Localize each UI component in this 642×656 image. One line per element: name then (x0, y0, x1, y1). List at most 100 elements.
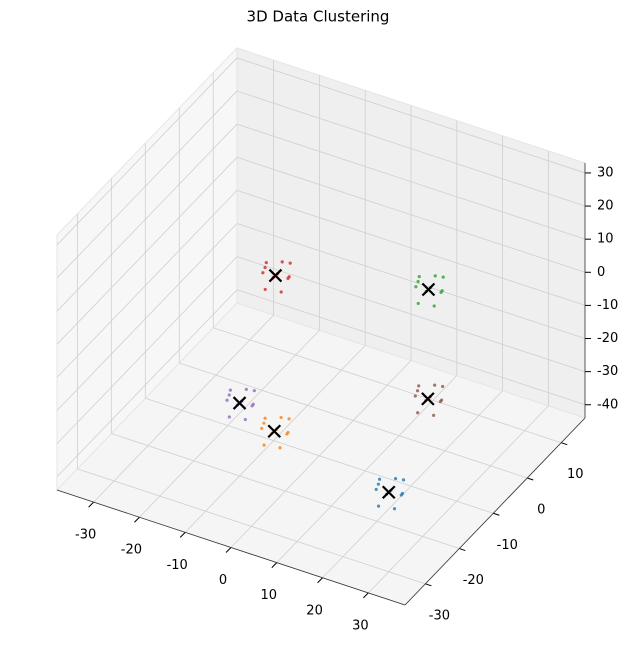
point (432, 304, 436, 308)
point (440, 289, 444, 293)
grid-line (236, 256, 586, 373)
point (243, 417, 247, 422)
point (227, 393, 231, 397)
grid-line (56, 157, 238, 345)
axis-line (404, 417, 586, 606)
axis-line (56, 489, 406, 606)
point (433, 274, 437, 278)
point (288, 261, 292, 265)
point (441, 384, 445, 389)
point (263, 416, 267, 420)
grid-line (276, 375, 458, 563)
point (260, 426, 264, 431)
point (417, 384, 421, 388)
point (416, 301, 420, 306)
grid-line (56, 190, 238, 378)
tick-mark (527, 477, 534, 481)
point (278, 446, 282, 450)
point (413, 394, 417, 398)
tick-mark (561, 442, 568, 446)
y-tick-label: -30 (429, 608, 450, 623)
tick-mark (425, 583, 432, 587)
chart-title: 3D Data Clustering (247, 8, 390, 26)
point (417, 274, 421, 279)
point (280, 260, 284, 264)
point (393, 476, 398, 481)
grid-line (56, 256, 238, 444)
y-tick-label: -10 (497, 538, 518, 553)
tick-mark (88, 501, 94, 508)
grid-line (56, 57, 238, 246)
x-tick-label: -30 (75, 528, 96, 543)
x-tick-label: -10 (167, 558, 188, 573)
x-tick-label: 0 (219, 573, 227, 588)
grid-line (111, 433, 460, 549)
tick-mark (459, 548, 466, 552)
y-tick-label: 10 (567, 467, 584, 482)
centroid-marker (381, 485, 396, 500)
grid-line (368, 405, 549, 594)
tick-mark (363, 592, 369, 599)
point (228, 388, 232, 392)
grid-line (236, 289, 586, 406)
grid-line (179, 362, 528, 479)
z-tick-label: -10 (597, 298, 618, 313)
centroid-marker (421, 282, 436, 297)
grid-line (56, 223, 238, 411)
grid-line (56, 123, 238, 312)
point (263, 287, 267, 292)
point (262, 421, 266, 425)
z-tick-label: -30 (597, 364, 618, 379)
point (264, 260, 268, 265)
point (439, 398, 444, 402)
point (376, 504, 381, 508)
grid-line (77, 468, 426, 585)
grid-line (236, 57, 586, 174)
grid-line (236, 156, 586, 273)
point (377, 477, 382, 481)
grid-line (236, 190, 586, 306)
point (279, 290, 283, 294)
point (252, 389, 256, 393)
point (416, 279, 420, 284)
grid-line (230, 360, 412, 548)
point (415, 389, 420, 393)
point (400, 491, 405, 496)
z-tick-label: -40 (597, 397, 618, 412)
z-tick-label: -20 (597, 331, 618, 346)
tick-mark (271, 562, 278, 568)
y-tick-label: 0 (537, 502, 545, 517)
z-tick-label: 20 (597, 199, 614, 214)
point (287, 417, 291, 421)
x-tick-label: 10 (261, 588, 278, 603)
z-tick-label: 30 (597, 165, 614, 180)
point (374, 487, 378, 492)
centroid-marker (267, 424, 282, 439)
centroid-marker (268, 268, 283, 283)
tick-mark (225, 547, 232, 553)
centroid-marker (232, 396, 247, 410)
grid-line (56, 90, 238, 279)
point (262, 443, 266, 447)
point (225, 398, 229, 402)
grid-line (139, 329, 320, 518)
tick-mark (179, 532, 186, 538)
grid-line (184, 345, 366, 533)
z-tick-label: 10 (597, 232, 614, 247)
grid-line (236, 223, 586, 339)
point (287, 275, 291, 279)
point (376, 482, 381, 486)
point (251, 402, 255, 406)
point (401, 478, 406, 482)
point (432, 413, 436, 417)
grid-line (145, 397, 494, 514)
x-tick-label: 20 (306, 603, 323, 618)
z-tick-label: 0 (597, 265, 605, 280)
point (441, 275, 445, 279)
point (261, 271, 265, 275)
grid-line (322, 390, 503, 579)
x-tick-label: -20 (121, 543, 142, 558)
grid-line (236, 123, 586, 240)
tick-mark (493, 512, 500, 516)
grid-line (56, 289, 238, 478)
